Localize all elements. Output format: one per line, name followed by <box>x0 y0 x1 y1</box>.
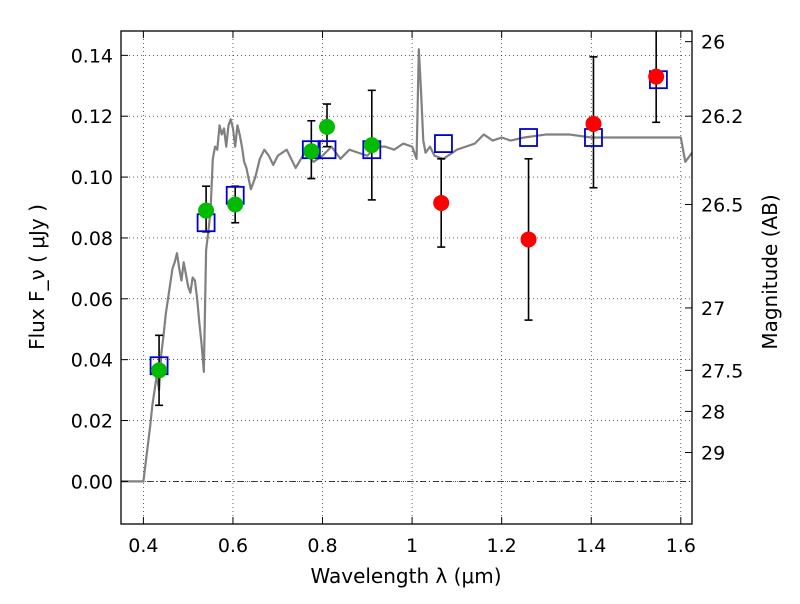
observed-point-green <box>319 118 336 135</box>
observed-point-red <box>520 231 537 248</box>
model-bandpass-layer <box>149 70 668 376</box>
observed-point-red <box>648 68 665 85</box>
errorbar-layer <box>155 31 661 407</box>
magnitude-tick-label: 27 <box>701 298 725 320</box>
observed-point-red <box>585 115 602 132</box>
observed-point-green <box>363 137 380 154</box>
model-bandpass-square <box>519 128 538 147</box>
magnitude-axis-ticks: 26 26.2 26.5 27 27.5 28 29 <box>685 32 743 464</box>
y-tick-label: 0.02 <box>71 411 113 433</box>
observed-point-green <box>198 202 215 219</box>
y-tick-label: 0.04 <box>71 350 113 372</box>
y-tick-label: 0.12 <box>71 106 113 128</box>
magnitude-tick-label: 29 <box>701 442 725 464</box>
plot-frame <box>120 30 693 525</box>
model-sed-line <box>121 48 693 483</box>
x-tick-label: 0.6 <box>218 535 248 557</box>
y-tick-label: 0.10 <box>71 167 113 189</box>
y-tick-label: 0.06 <box>71 289 113 311</box>
x-tick-label: 0.4 <box>128 535 158 557</box>
y-tick-label: 0.00 <box>71 471 113 493</box>
x-axis-ticks: 0.4 0.6 0.8 1 1.2 1.4 1.6 <box>128 31 696 557</box>
x-tick-label: 1.6 <box>666 535 696 557</box>
observed-points-layer <box>151 68 665 379</box>
y-tick-label: 0.08 <box>71 228 113 250</box>
y-axis-label: Flux F_ν ( μJy ) <box>25 204 49 350</box>
x-tick-label: 0.8 <box>307 535 337 557</box>
x-tick-label: 1.4 <box>576 535 606 557</box>
model-sed-layer <box>121 48 693 483</box>
magnitude-tick-label: 26 <box>701 32 725 54</box>
observed-point-red <box>433 194 450 211</box>
x-tick-label: 1 <box>406 535 418 557</box>
x-tick-label: 1.2 <box>487 535 517 557</box>
y-axis-ticks: 0.00 0.02 0.04 0.06 0.08 0.10 0.12 0.14 <box>71 45 128 493</box>
magnitude-tick-label: 28 <box>701 401 725 423</box>
y-tick-label: 0.14 <box>71 45 113 67</box>
x-axis-label: Wavelength λ (μm) <box>310 564 501 588</box>
magnitude-tick-label: 27.5 <box>701 360 743 382</box>
magnitude-tick-label: 26.2 <box>701 106 743 128</box>
observed-point-green <box>303 143 320 160</box>
right-axis-label: Magnitude (AB) <box>758 194 782 349</box>
magnitude-tick-label: 26.5 <box>701 194 743 216</box>
observed-point-green <box>151 362 168 379</box>
model-bandpass-square <box>434 134 453 153</box>
observed-point-green <box>227 196 244 213</box>
